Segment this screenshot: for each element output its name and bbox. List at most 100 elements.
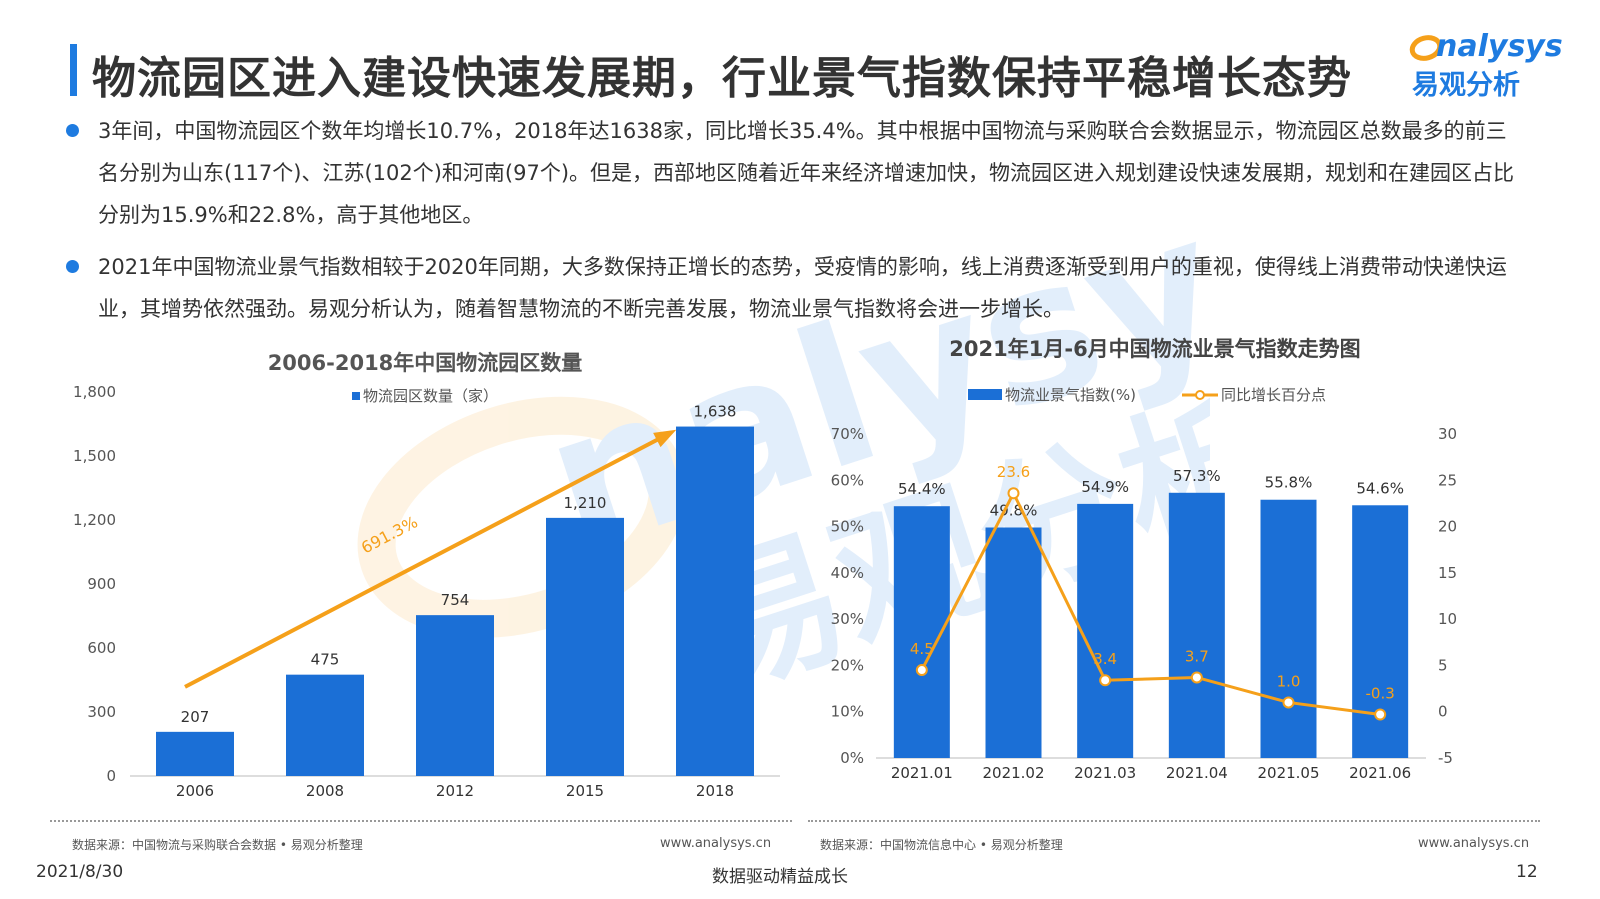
source-divider-right <box>808 820 1540 822</box>
footer-slogan: 数据驱动精益成长 <box>712 867 848 887</box>
y-tick-label: 600 <box>87 639 116 657</box>
data-label: 475 <box>311 651 340 669</box>
y-right-tick-label: 30 <box>1438 425 1457 443</box>
source-url-left: www.analysys.cn <box>660 836 772 851</box>
logo-cn-text: 易观分析 <box>1412 70 1520 101</box>
bullet-item-2: 2021年中国物流业景气指数相较于2020年同期，大多数保持正增长的态势，受疫情… <box>66 246 1526 330</box>
x-tick-label: 2006 <box>176 782 214 800</box>
bar-data-label: 54.4% <box>898 480 946 498</box>
bar <box>416 615 494 776</box>
bar <box>546 517 624 776</box>
legend-marker-icon <box>1195 390 1205 400</box>
y-tick-label: 1,800 <box>73 383 116 401</box>
bar-data-label: 55.8% <box>1265 474 1313 492</box>
growth-arrow-line <box>184 430 672 689</box>
legend-label: 同比增长百分点 <box>1221 386 1326 404</box>
line-point <box>1007 487 1020 500</box>
y-right-tick-label: 25 <box>1438 471 1457 489</box>
bullet-dot-icon <box>66 260 79 273</box>
x-tick-label: 2021.06 <box>1349 764 1411 782</box>
line-point <box>1374 708 1387 721</box>
x-tick-label: 2018 <box>696 782 734 800</box>
line-data-label: 4.5 <box>910 640 934 658</box>
y-right-tick-label: -5 <box>1438 749 1453 767</box>
x-tick-label: 2015 <box>566 782 604 800</box>
y-tick-label: 300 <box>87 703 116 721</box>
title-accent-bar <box>70 44 77 96</box>
legend-swatch <box>352 392 360 400</box>
data-label: 1,210 <box>564 494 607 512</box>
series-line <box>920 489 1381 716</box>
bar <box>1077 503 1134 758</box>
line-point <box>1190 671 1203 684</box>
bar-data-label: 54.9% <box>1081 478 1129 496</box>
source-url-right: www.analysys.cn <box>1418 836 1530 851</box>
line-data-label: 23.6 <box>997 463 1030 481</box>
y-left-tick-label: 20% <box>831 656 864 674</box>
bullet-text-2: 2021年中国物流业景气指数相较于2020年同期，大多数保持正增长的态势，受疫情… <box>98 255 1507 321</box>
source-divider-left <box>50 820 792 822</box>
line-point <box>915 664 928 677</box>
y-right-tick-label: 10 <box>1438 610 1457 628</box>
logo-swoosh-icon <box>1409 35 1443 61</box>
footer-date: 2021/8/30 <box>36 862 124 882</box>
analysys-logo: nalysys 易观分析 <box>1409 29 1563 101</box>
bar-data-label: 57.3% <box>1173 467 1221 485</box>
line-data-label: 3.4 <box>1093 650 1117 668</box>
bar <box>1168 492 1225 758</box>
y-left-tick-label: 60% <box>831 471 864 489</box>
x-tick-label: 2021.04 <box>1166 764 1228 782</box>
x-tick-label: 2021.03 <box>1074 764 1136 782</box>
y-right-tick-label: 5 <box>1438 656 1448 674</box>
line-data-label: 1.0 <box>1277 672 1301 690</box>
y-left-tick-label: 30% <box>831 610 864 628</box>
data-label: 207 <box>181 708 210 726</box>
x-tick-label: 2021.01 <box>891 764 953 782</box>
bar <box>985 527 1042 758</box>
y-tick-label: 1,500 <box>73 447 116 465</box>
x-tick-label: 2012 <box>436 782 474 800</box>
page-number: 12 <box>1516 862 1538 882</box>
legend-label: 物流业景气指数(%) <box>1005 386 1136 404</box>
legend-label: 物流园区数量（家） <box>363 387 498 405</box>
y-right-tick-label: 20 <box>1438 518 1457 536</box>
y-right-tick-label: 15 <box>1438 564 1457 582</box>
line-data-label: -0.3 <box>1366 684 1395 702</box>
page-title: 物流园区进入建设快速发展期，行业景气指数保持平稳增长态势 <box>92 53 1352 104</box>
bar-data-label: 54.6% <box>1356 479 1404 497</box>
line-data-label: 3.7 <box>1185 647 1209 665</box>
legend-swatch-bar <box>968 389 1002 400</box>
source-left: 数据来源：中国物流与采购联合会数据 • 易观分析整理 <box>72 838 363 852</box>
y-tick-label: 0 <box>106 767 116 785</box>
bar <box>676 426 754 776</box>
source-right: 数据来源：中国物流信息中心 • 易观分析整理 <box>820 838 1063 852</box>
x-tick-label: 2008 <box>306 782 344 800</box>
data-label: 1,638 <box>694 403 737 421</box>
y-left-tick-label: 40% <box>831 564 864 582</box>
bar <box>156 731 234 776</box>
y-right-tick-label: 0 <box>1438 703 1448 721</box>
chart-title: 2021年1月-6月中国物流业景气指数走势图 <box>949 337 1360 361</box>
y-tick-label: 1,200 <box>73 511 116 529</box>
bullet-text-1: 3年间，中国物流园区个数年均增长10.7%，2018年达1638家，同比增长35… <box>98 119 1515 227</box>
growth-arrow-head-icon <box>653 429 677 448</box>
bullet-item-1: 3年间，中国物流园区个数年均增长10.7%，2018年达1638家，同比增长35… <box>66 110 1526 236</box>
x-tick-label: 2021.02 <box>982 764 1044 782</box>
x-tick-label: 2021.05 <box>1257 764 1319 782</box>
y-tick-label: 900 <box>87 575 116 593</box>
bar-data-label: 49.8% <box>990 501 1038 519</box>
bullet-dot-icon <box>66 124 79 137</box>
data-label: 754 <box>441 591 470 609</box>
y-left-tick-label: 0% <box>840 749 864 767</box>
chart-title: 2006-2018年中国物流园区数量 <box>268 351 583 375</box>
line-point <box>1282 696 1295 709</box>
bar <box>286 674 364 776</box>
y-left-tick-label: 10% <box>831 703 864 721</box>
growth-annotation: 691.3% <box>358 512 421 557</box>
line-point <box>1099 674 1112 687</box>
y-left-tick-label: 50% <box>831 518 864 536</box>
y-left-tick-label: 70% <box>831 425 864 443</box>
logo-text: nalysys <box>1436 29 1563 64</box>
